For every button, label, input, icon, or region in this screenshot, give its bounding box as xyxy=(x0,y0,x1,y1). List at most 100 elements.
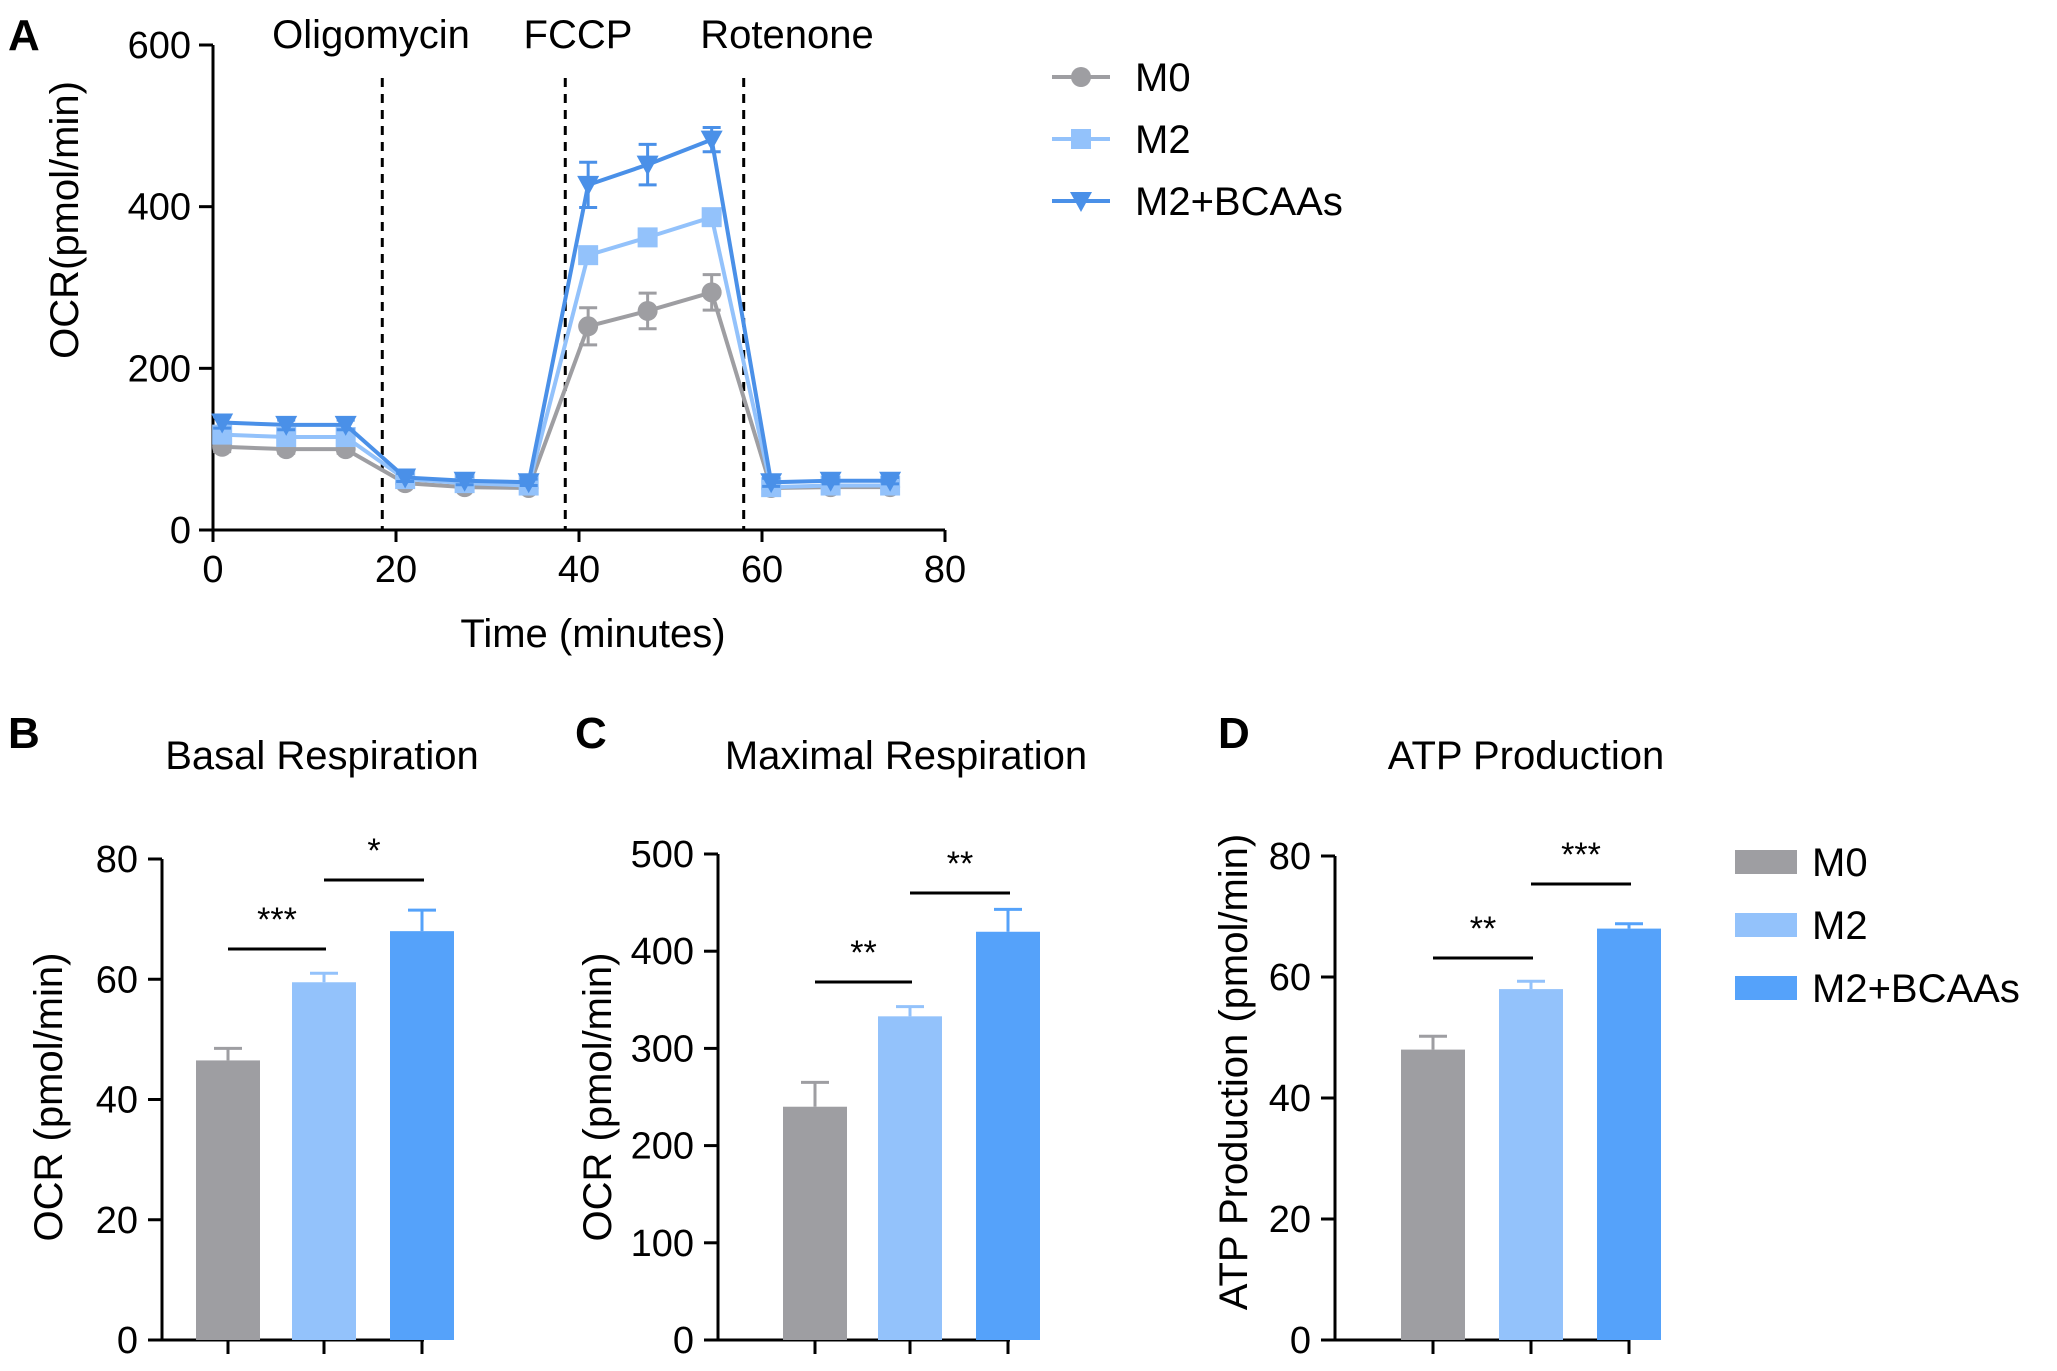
panel-a-series xyxy=(211,125,902,498)
panel-d-bar-m0 xyxy=(1401,1049,1465,1340)
panel-a-x-tick-label: 40 xyxy=(558,549,600,591)
data-point-m2-bcaas xyxy=(517,473,540,494)
data-point-m2-bcaas xyxy=(700,130,723,151)
data-point-m0 xyxy=(637,300,658,321)
panel-d-y-axis-title: ATP Production (pmol/min) xyxy=(1212,834,1256,1310)
panel-c-title: Maximal Respiration xyxy=(725,734,1087,778)
panel-c-y-tick-label: 100 xyxy=(631,1223,694,1265)
data-point-m0 xyxy=(578,316,599,337)
legend-label-m2: M2 xyxy=(1812,904,1868,948)
panel-c-chart: 0 100 200 300 400 500 ** ** xyxy=(631,834,1040,1362)
data-point-m2 xyxy=(335,427,356,448)
panel-c-y-tick-label: 0 xyxy=(673,1320,694,1362)
data-point-m2 xyxy=(578,245,599,266)
data-point-m2-bcaas xyxy=(453,471,476,492)
panel-a-y-tick-label: 600 xyxy=(128,25,191,67)
data-point-m2-bcaas xyxy=(394,468,417,489)
panel-b-y-tick-label: 0 xyxy=(117,1320,138,1362)
panel-b-significance-label: *** xyxy=(257,901,297,939)
legend-marker-m2-bcaas xyxy=(1070,192,1092,212)
panel-d-bar-m2 xyxy=(1499,989,1563,1340)
panel-d-title: ATP Production xyxy=(1388,734,1664,778)
panel-a-ocr-timecourse: A OCR(pmol/min) Time (minutes) 0 20 40 60 80… xyxy=(8,11,1343,656)
panel-letter-c: C xyxy=(575,709,607,758)
data-point-m2-bcaas xyxy=(819,471,842,492)
data-point-m2-bcaas xyxy=(879,471,902,492)
treatment-label-rotenone: Rotenone xyxy=(700,13,873,57)
legend-label-m0: M0 xyxy=(1812,841,1868,885)
panel-a-x-tick-label: 0 xyxy=(202,549,223,591)
panel-a-treatment-markers: Oligomycin FCCP Rotenone xyxy=(272,13,874,530)
panel-d-significance-label: *** xyxy=(1561,836,1601,874)
panel-b-basal-respiration: B Basal Respiration OCR (pmol/min) 0 20 40… xyxy=(8,709,479,1362)
panel-c-bar-m2 xyxy=(878,1016,942,1340)
panel-c-bar-m0 xyxy=(783,1106,847,1340)
treatment-label-fccp: FCCP xyxy=(524,13,633,57)
panel-d-y-tick-label: 80 xyxy=(1269,836,1311,878)
panel-d-y-tick-label: 0 xyxy=(1290,1320,1311,1362)
panel-c-significance-label: ** xyxy=(850,934,876,972)
legend-label-m0: M0 xyxy=(1135,56,1191,100)
panel-c-y-tick-label: 400 xyxy=(631,931,694,973)
legend-label-m2-bcaas: M2+BCAAs xyxy=(1812,967,2020,1011)
panel-b-bar-m2-bcaas xyxy=(390,931,454,1340)
treatment-label-oligomycin: Oligomycin xyxy=(272,13,470,57)
data-point-m2-bcaas xyxy=(636,155,659,176)
panel-b-y-tick-label: 20 xyxy=(96,1200,138,1242)
panel-c-significance-label: ** xyxy=(947,845,973,883)
panel-letter-a: A xyxy=(8,11,40,60)
panel-a-y-tick-label: 400 xyxy=(128,187,191,229)
panel-letter-b: B xyxy=(8,709,40,758)
panel-a-x-tick-label: 20 xyxy=(375,549,417,591)
data-point-m2 xyxy=(276,427,297,448)
data-point-m2-bcaas xyxy=(577,175,600,196)
panel-b-y-tick-label: 80 xyxy=(96,839,138,881)
panel-d-atp-production: D ATP Production ATP Production (pmol/mi… xyxy=(1212,709,2020,1362)
panel-c-y-tick-label: 300 xyxy=(631,1028,694,1070)
data-point-m2 xyxy=(637,227,658,248)
series-m2-bcaas xyxy=(211,125,902,494)
panel-a-legend: M0 M2 M2+BCAAs xyxy=(1052,56,1343,224)
panel-b-significance-label: * xyxy=(367,832,380,870)
legend-marker-m0 xyxy=(1071,67,1091,87)
legend-swatch-m2 xyxy=(1735,913,1797,937)
panel-c-y-axis-title: OCR (pmol/min) xyxy=(576,953,620,1242)
panel-b-y-tick-label: 40 xyxy=(96,1080,138,1122)
legend-marker-m2 xyxy=(1071,129,1091,149)
panel-a-axes: 0 20 40 60 80 0 200 400 600 xyxy=(128,25,967,591)
panel-d-significance-label: ** xyxy=(1470,910,1496,948)
data-point-m2-bcaas xyxy=(334,415,357,436)
series-line-m2-bcaas xyxy=(222,136,891,485)
panel-b-y-axis-title: OCR (pmol/min) xyxy=(27,953,71,1242)
legend-label-m2-bcaas: M2+BCAAs xyxy=(1135,180,1343,224)
panel-d-bar-m2-bcaas xyxy=(1597,928,1661,1340)
panel-b-title: Basal Respiration xyxy=(165,734,479,778)
panel-letter-d: D xyxy=(1218,709,1250,758)
panel-a-y-tick-label: 0 xyxy=(170,510,191,552)
panel-b-y-tick-label: 60 xyxy=(96,959,138,1001)
panel-c-y-tick-label: 500 xyxy=(631,834,694,876)
series-line-m0 xyxy=(222,289,891,490)
panel-d-y-tick-label: 60 xyxy=(1269,957,1311,999)
panel-a-x-axis-title: Time (minutes) xyxy=(460,612,725,656)
legend-label-m2: M2 xyxy=(1135,118,1191,162)
panel-a-x-tick-label: 60 xyxy=(741,549,783,591)
panel-d-y-tick-label: 20 xyxy=(1269,1199,1311,1241)
panel-d-y-tick-label: 40 xyxy=(1269,1078,1311,1120)
data-point-m2-bcaas xyxy=(760,473,783,494)
data-point-m2-bcaas xyxy=(211,413,234,434)
panel-c-bar-m2-bcaas xyxy=(976,931,1040,1340)
data-point-m0 xyxy=(701,282,722,303)
legend-swatch-m2-bcaas xyxy=(1735,976,1797,1000)
panel-c-maximal-respiration: C Maximal Respiration OCR (pmol/min) 0 10… xyxy=(575,709,1087,1362)
data-point-m2 xyxy=(701,207,722,228)
panel-c-y-tick-label: 200 xyxy=(631,1126,694,1168)
panel-a-y-axis-title: OCR(pmol/min) xyxy=(43,81,87,359)
legend-swatch-m0 xyxy=(1735,850,1797,874)
panel-d-legend: M0 M2 M2+BCAAs xyxy=(1735,841,2020,1011)
panel-a-y-tick-label: 200 xyxy=(128,348,191,390)
panel-a-x-tick-label: 80 xyxy=(924,549,966,591)
panel-b-bar-m2 xyxy=(292,982,356,1340)
